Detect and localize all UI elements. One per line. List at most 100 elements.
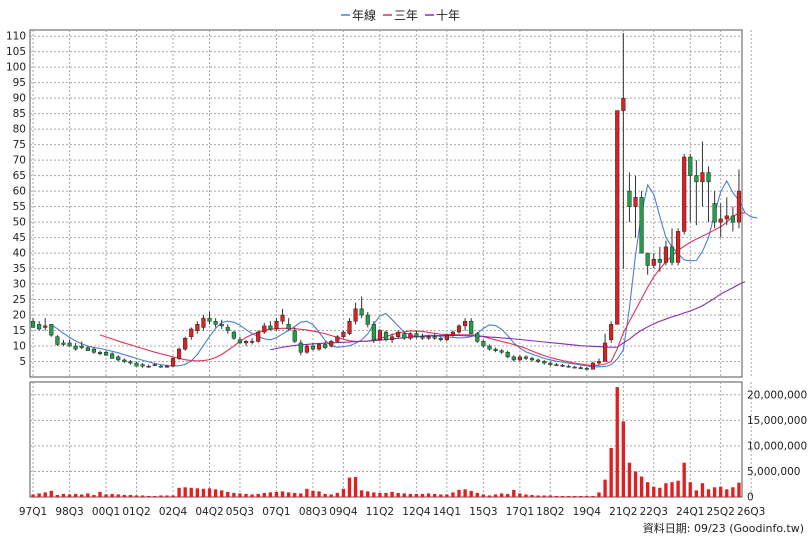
candle-body (274, 320, 279, 330)
volume-bar (700, 483, 705, 497)
volume-bar (317, 491, 321, 497)
volume-bar (366, 491, 370, 497)
x-tick-label: 26Q3 (737, 506, 765, 518)
legend-label: 年線 (352, 8, 376, 23)
candle-body (164, 365, 169, 368)
volume-bar (451, 492, 455, 497)
candle (304, 344, 309, 354)
candle-body (572, 366, 577, 369)
price-tick-label: 20 (13, 310, 26, 322)
candle-body (61, 342, 66, 345)
volume-grid (30, 382, 752, 497)
candle-body (657, 259, 662, 263)
candle (603, 333, 608, 362)
volume-bar (61, 493, 66, 497)
volume-tick-label: 10,000,000 (747, 440, 807, 452)
volume-bar (140, 495, 145, 497)
candle (456, 324, 462, 334)
price-tick-label: 80 (13, 124, 26, 136)
candle (73, 342, 78, 351)
candle-body (615, 110, 620, 325)
volume-bar (207, 488, 212, 497)
volume-bar (682, 462, 686, 497)
candle-body (736, 190, 742, 223)
candle (274, 318, 279, 331)
candle-body (669, 246, 675, 263)
volume-bar (244, 493, 248, 497)
candle-body (292, 330, 297, 342)
volume-bar (554, 495, 559, 497)
candle (390, 333, 395, 343)
candle-body (207, 317, 212, 322)
candle (280, 308, 285, 325)
volume-bar (384, 492, 388, 497)
candle (694, 160, 699, 226)
candles (30, 33, 742, 371)
volume-bar (469, 490, 473, 497)
candle-body (103, 351, 109, 356)
candle-body (237, 339, 243, 344)
candle-body (335, 336, 340, 342)
volume-bar (329, 494, 333, 497)
candle-body (633, 197, 638, 207)
volume-bar (311, 490, 315, 497)
candle-body (505, 351, 510, 358)
candle (560, 363, 565, 368)
candle (487, 344, 492, 351)
candle (170, 356, 176, 368)
candle-body (256, 331, 261, 342)
volume-bar (499, 493, 504, 497)
volume-bar (67, 494, 72, 497)
volume-bar (487, 495, 492, 497)
price-tick-label: 35 (13, 263, 26, 275)
candle-body (730, 215, 735, 223)
price-tick-label: 85 (13, 108, 26, 120)
candle-body (621, 97, 626, 111)
candle-body (116, 356, 121, 361)
volume-bar (621, 421, 626, 497)
volume-bar (86, 493, 90, 497)
volume-bar (159, 495, 163, 497)
volume-bar (92, 494, 96, 497)
price-tick-label: 95 (13, 77, 26, 89)
volume-bar (128, 494, 133, 497)
x-tick-label: 19Q4 (573, 506, 602, 518)
candle-body (152, 364, 157, 366)
candle (432, 333, 437, 340)
candle (420, 333, 425, 340)
volume-bar (226, 491, 230, 497)
volume-bar (37, 493, 41, 497)
candle (201, 315, 206, 331)
candle-body (170, 358, 176, 367)
volume-bar (627, 462, 632, 497)
candle (596, 358, 602, 365)
candle (146, 364, 151, 368)
candle-body (688, 156, 693, 176)
candle (426, 335, 431, 340)
volume-bar (725, 489, 729, 497)
candle-body (712, 203, 717, 223)
x-tick-label: 24Q1 (676, 506, 704, 518)
candle (724, 197, 729, 226)
legend: 年線 三年 十年 (341, 8, 460, 23)
x-tick-label: 12Q4 (402, 506, 431, 518)
candle-body (718, 218, 723, 223)
candle-body (475, 333, 480, 342)
candle (481, 339, 486, 348)
candle (335, 335, 340, 343)
x-tick-label: 21Q2 (609, 506, 637, 518)
volume-bar (463, 489, 467, 497)
volume-bar (256, 493, 260, 497)
price-tick-label: 110 (6, 31, 26, 43)
volume-bar (262, 492, 266, 497)
candle-body (122, 359, 127, 362)
candle (256, 330, 261, 343)
candle (231, 330, 236, 340)
candle (97, 350, 103, 356)
candle (633, 175, 638, 238)
candle-body (377, 330, 382, 341)
volume-bar (530, 494, 534, 497)
price-tick-label: 65 (13, 170, 26, 182)
volume-bar (579, 495, 583, 497)
candle (706, 166, 711, 223)
